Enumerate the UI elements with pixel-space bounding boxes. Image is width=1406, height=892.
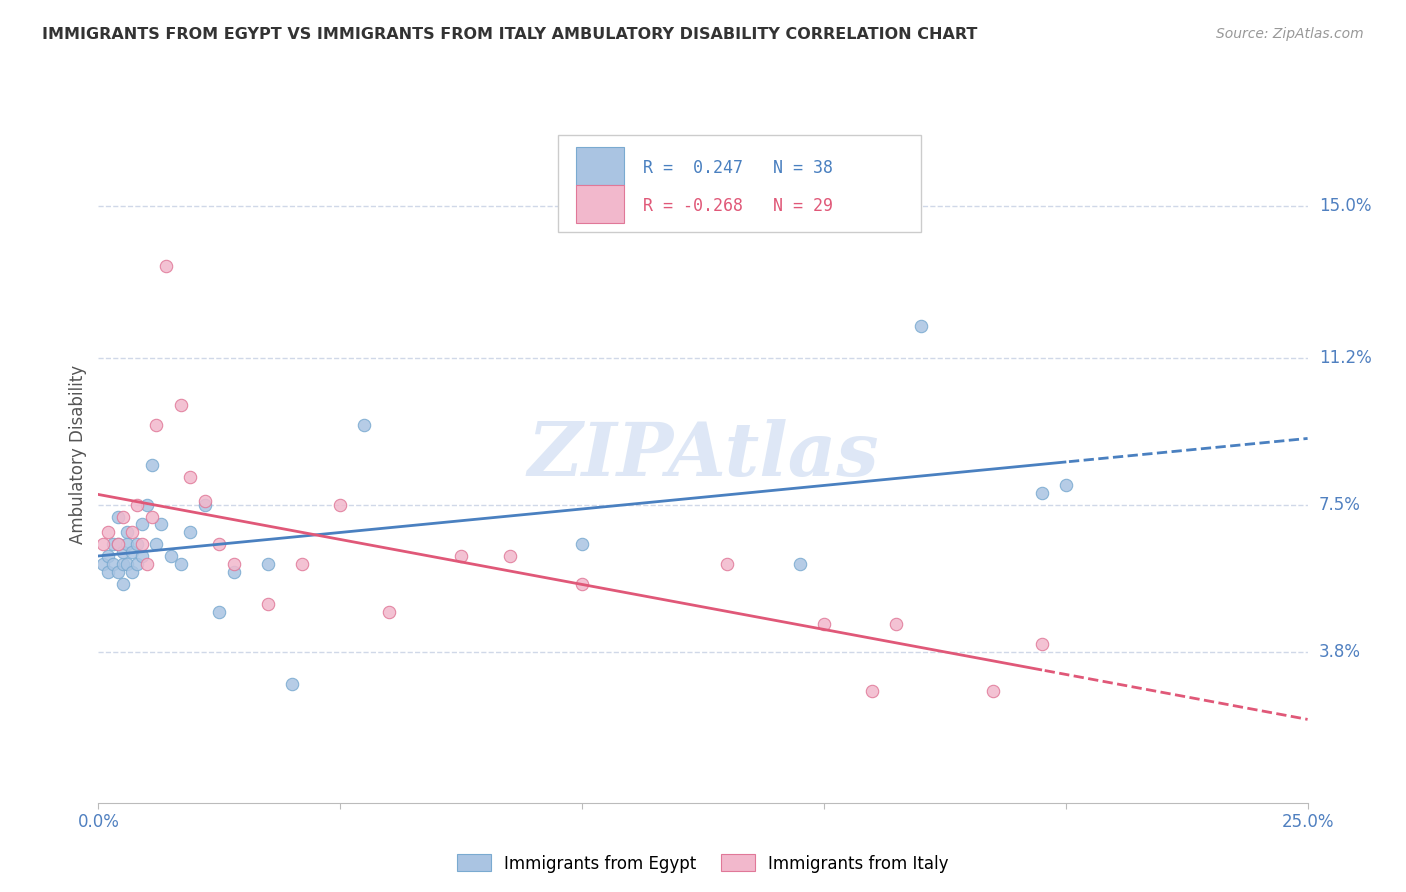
Point [131,517,153,532]
Point [121,565,143,579]
FancyBboxPatch shape [558,135,921,232]
Point [141,458,163,472]
Point [886,616,908,631]
Point [127,537,149,551]
Point [571,537,593,551]
Point [107,537,129,551]
Point [860,684,883,698]
Point [127,498,149,512]
Point [981,684,1004,698]
Point [160,549,183,564]
Point [194,493,217,508]
Point [97,525,120,540]
Point [813,616,835,631]
Point [194,498,217,512]
Point [145,418,167,433]
Point [281,676,304,690]
Point [150,517,173,532]
Point [353,418,375,433]
Point [145,537,167,551]
FancyBboxPatch shape [576,185,624,223]
Point [111,509,134,524]
Point [169,558,191,572]
Point [169,398,191,412]
Point [107,509,129,524]
Point [141,509,163,524]
Point [117,525,139,540]
Point [91,558,114,572]
Point [111,545,134,559]
Point [910,318,932,333]
Point [107,537,129,551]
Y-axis label: Ambulatory Disability: Ambulatory Disability [69,366,87,544]
Point [101,558,124,572]
Point [131,549,153,564]
Text: 7.5%: 7.5% [1319,496,1361,514]
Point [290,558,312,572]
Text: ZIPAtlas: ZIPAtlas [527,418,879,491]
Point [716,558,738,572]
Point [179,525,201,540]
Text: 3.8%: 3.8% [1319,643,1361,661]
Point [377,605,399,619]
Point [131,537,153,551]
Text: 15.0%: 15.0% [1319,197,1371,216]
Point [571,577,593,591]
Point [1031,637,1053,651]
Text: R =  0.247   N = 38: R = 0.247 N = 38 [643,159,832,177]
Point [97,565,120,579]
FancyBboxPatch shape [576,146,624,185]
Point [256,597,278,611]
Point [1054,477,1077,491]
Point [121,525,143,540]
Text: R = -0.268   N = 29: R = -0.268 N = 29 [643,197,832,215]
Point [117,537,139,551]
Point [155,259,177,273]
Point [1031,485,1053,500]
Point [135,558,157,572]
Point [101,537,124,551]
Text: 11.2%: 11.2% [1319,349,1371,367]
Point [208,537,231,551]
Point [97,549,120,564]
Point [107,565,129,579]
Legend: Immigrants from Egypt, Immigrants from Italy: Immigrants from Egypt, Immigrants from I… [451,847,955,880]
Point [127,558,149,572]
Point [256,558,278,572]
Point [450,549,472,564]
Point [222,565,245,579]
Text: Source: ZipAtlas.com: Source: ZipAtlas.com [1216,27,1364,41]
Point [222,558,245,572]
Point [111,558,134,572]
Point [117,558,139,572]
Point [208,605,231,619]
Point [135,498,157,512]
Point [329,498,352,512]
Point [91,537,114,551]
Point [498,549,520,564]
Point [179,470,201,484]
Point [111,577,134,591]
Text: IMMIGRANTS FROM EGYPT VS IMMIGRANTS FROM ITALY AMBULATORY DISABILITY CORRELATION: IMMIGRANTS FROM EGYPT VS IMMIGRANTS FROM… [42,27,977,42]
Point [121,545,143,559]
Point [789,558,811,572]
